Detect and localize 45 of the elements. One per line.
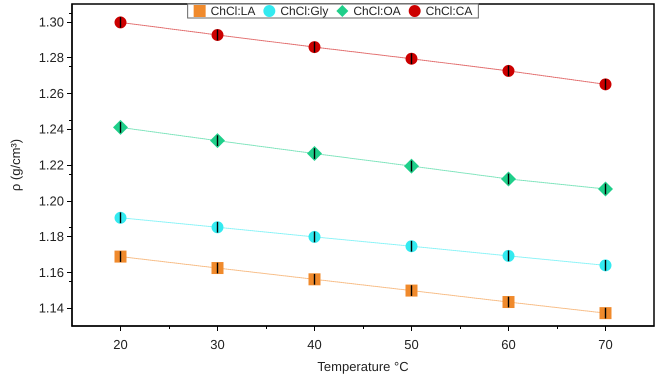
point <box>501 171 516 186</box>
legend-label: ChCl:CA <box>426 4 472 18</box>
y-axis-title: ρ (g/cm³) <box>8 138 23 192</box>
x-tick-label: 20 <box>113 337 128 352</box>
point <box>308 41 320 54</box>
legend-label: ChCl:LA <box>210 4 256 18</box>
x-tick-label: 60 <box>501 337 516 352</box>
point <box>502 64 514 77</box>
y-tick-label: 1.30 <box>38 14 64 30</box>
y-tick-label: 1.16 <box>38 264 64 280</box>
point <box>600 259 612 272</box>
x-axis-title: Temperature °C <box>317 359 409 374</box>
point <box>210 133 225 148</box>
point <box>307 146 322 162</box>
point <box>406 240 418 252</box>
point <box>502 250 514 262</box>
point <box>114 250 126 263</box>
legend-label: ChCl:OA <box>353 4 401 18</box>
point <box>212 28 224 41</box>
x-tick-label: 50 <box>404 337 419 352</box>
point <box>406 52 418 65</box>
point <box>212 262 224 274</box>
y-tick-label: 1.26 <box>38 86 64 101</box>
y-tick-label: 1.18 <box>38 229 64 244</box>
legend-label: ChCl:Gly <box>280 4 328 18</box>
x-tick-label: 30 <box>210 337 225 352</box>
point <box>308 230 320 243</box>
y-tick-label: 1.22 <box>38 158 64 172</box>
point <box>308 273 320 286</box>
x-tick-label: 40 <box>307 337 322 352</box>
y-tick-label: 1.24 <box>38 122 64 137</box>
point <box>113 120 128 135</box>
point <box>598 181 613 196</box>
y-tick-label: 1.14 <box>38 300 64 316</box>
x-tick-label: 70 <box>598 337 613 352</box>
y-tick-label: 1.28 <box>38 50 64 66</box>
point <box>114 16 126 28</box>
point <box>406 284 418 297</box>
point <box>600 307 612 320</box>
point <box>600 78 612 90</box>
point <box>404 158 419 174</box>
point <box>114 212 126 224</box>
point <box>502 296 514 308</box>
point <box>212 221 224 234</box>
y-tick-label: 1.20 <box>38 193 64 208</box>
